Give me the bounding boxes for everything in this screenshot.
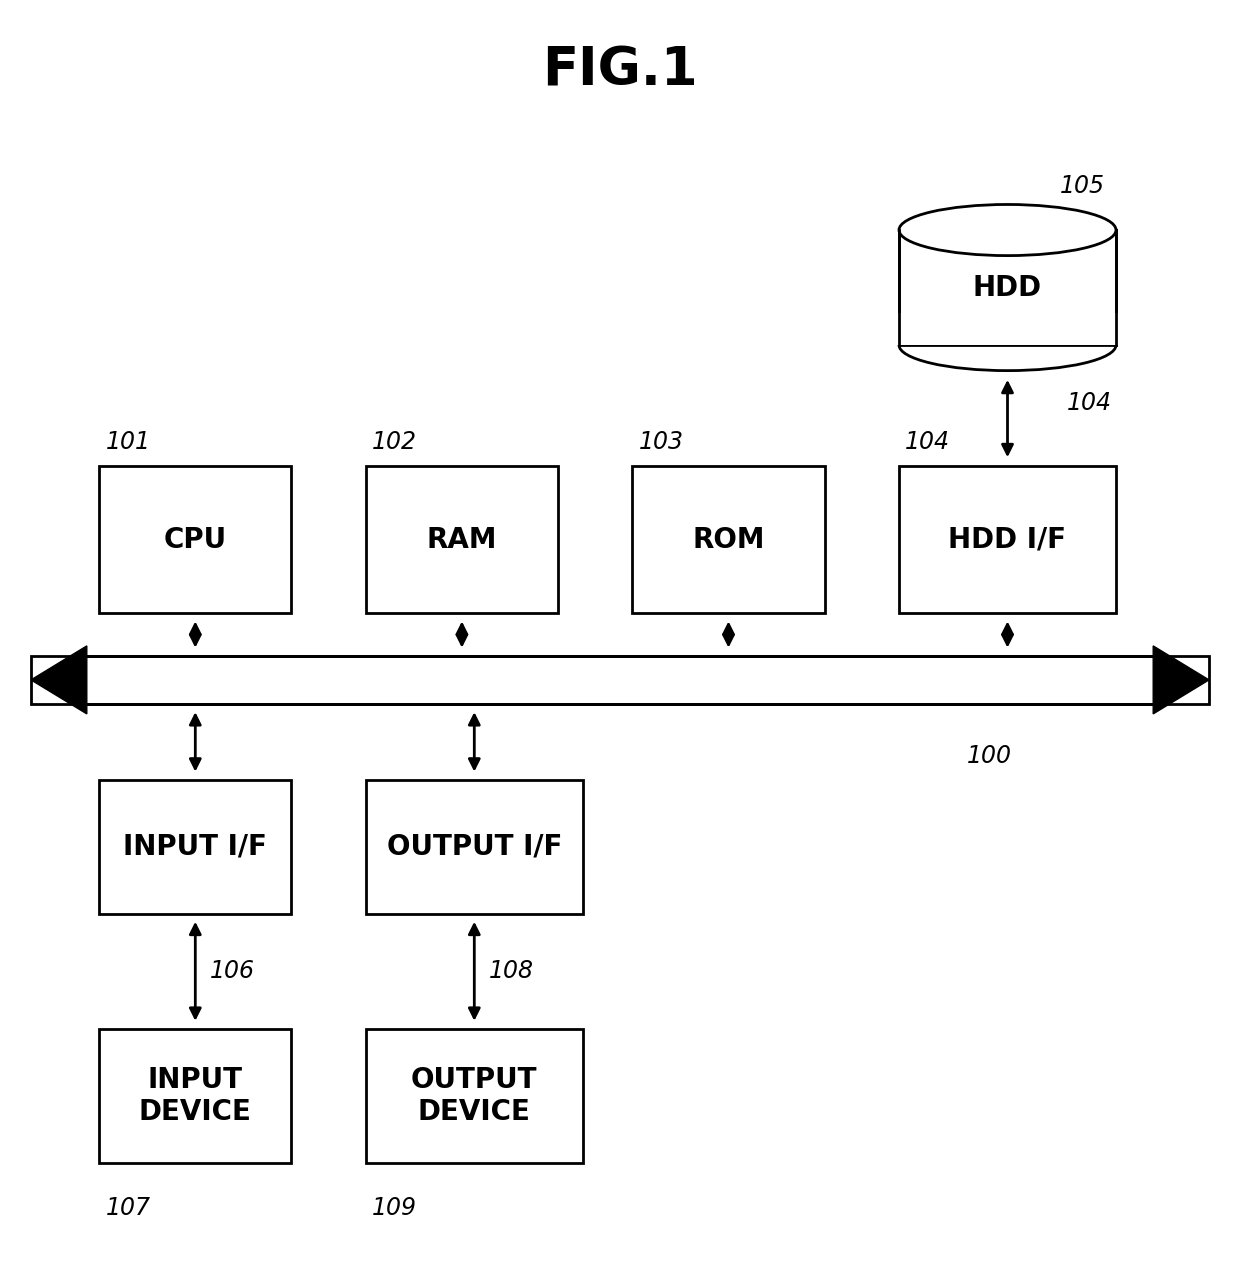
Text: OUTPUT
DEVICE: OUTPUT DEVICE — [410, 1066, 538, 1126]
Bar — [366, 1029, 583, 1163]
Bar — [31, 656, 1209, 704]
Ellipse shape — [899, 320, 1116, 371]
Text: 106: 106 — [211, 960, 255, 983]
Text: FIG.1: FIG.1 — [542, 45, 698, 97]
Text: OUTPUT I/F: OUTPUT I/F — [387, 833, 562, 860]
Text: 105: 105 — [1060, 174, 1105, 198]
Text: 109: 109 — [372, 1196, 417, 1220]
Bar — [632, 466, 825, 613]
Bar — [366, 466, 558, 613]
Text: HDD I/F: HDD I/F — [949, 527, 1066, 553]
Text: 103: 103 — [639, 429, 683, 454]
Text: ROM: ROM — [692, 527, 765, 553]
Text: 108: 108 — [489, 960, 534, 983]
Bar — [893, 313, 1122, 345]
Text: CPU: CPU — [164, 527, 227, 553]
Polygon shape — [1153, 645, 1209, 714]
Text: 100: 100 — [967, 744, 1012, 768]
Text: 107: 107 — [105, 1196, 150, 1220]
Text: 104: 104 — [1066, 391, 1111, 414]
Text: 102: 102 — [372, 429, 417, 454]
Bar — [899, 230, 1116, 345]
Bar — [366, 780, 583, 914]
Bar — [99, 1029, 291, 1163]
Text: 101: 101 — [105, 429, 150, 454]
Text: 104: 104 — [905, 429, 950, 454]
Ellipse shape — [899, 204, 1116, 256]
Polygon shape — [31, 645, 87, 714]
Bar — [99, 780, 291, 914]
Bar — [899, 466, 1116, 613]
Text: HDD: HDD — [973, 273, 1042, 302]
Text: INPUT
DEVICE: INPUT DEVICE — [139, 1066, 252, 1126]
Text: RAM: RAM — [427, 527, 497, 553]
Bar — [99, 466, 291, 613]
Text: INPUT I/F: INPUT I/F — [123, 833, 268, 860]
